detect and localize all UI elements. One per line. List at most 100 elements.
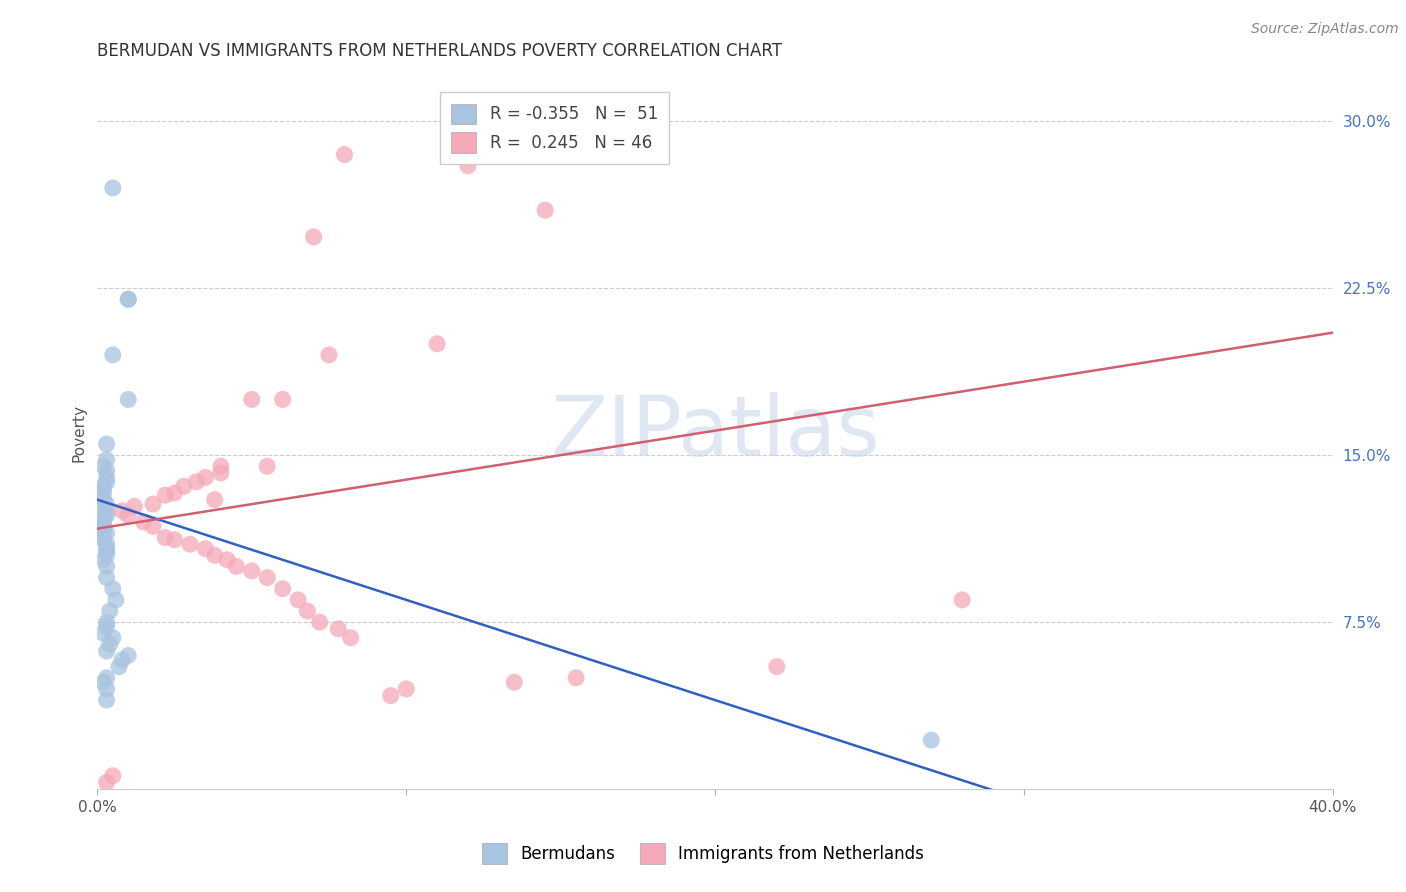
Point xyxy=(93,479,115,493)
Point xyxy=(93,533,115,547)
Point xyxy=(204,492,226,507)
Legend: Bermudans, Immigrants from Netherlands: Bermudans, Immigrants from Netherlands xyxy=(475,837,931,871)
Point xyxy=(117,292,139,306)
Point xyxy=(302,230,325,244)
Point xyxy=(328,622,350,636)
Point xyxy=(96,537,118,551)
Point xyxy=(96,571,118,585)
Point xyxy=(111,504,134,518)
Point xyxy=(93,486,115,500)
Point xyxy=(308,615,330,629)
Point xyxy=(225,559,247,574)
Point xyxy=(93,501,115,516)
Point xyxy=(96,437,118,451)
Point xyxy=(101,769,124,783)
Point xyxy=(93,482,115,496)
Point xyxy=(163,533,186,547)
Point xyxy=(117,508,139,523)
Point xyxy=(96,559,118,574)
Point xyxy=(96,497,118,511)
Point xyxy=(534,203,557,218)
Point xyxy=(96,681,118,696)
Point xyxy=(93,522,115,536)
Point xyxy=(766,659,789,673)
Point xyxy=(155,488,177,502)
Point xyxy=(96,693,118,707)
Point xyxy=(93,513,115,527)
Point xyxy=(108,659,131,673)
Point xyxy=(297,604,319,618)
Point xyxy=(318,348,340,362)
Point xyxy=(96,644,118,658)
Point xyxy=(333,147,356,161)
Point xyxy=(93,553,115,567)
Point xyxy=(98,637,121,651)
Point xyxy=(96,671,118,685)
Point xyxy=(96,452,118,467)
Point xyxy=(256,571,278,585)
Point xyxy=(240,564,263,578)
Text: BERMUDAN VS IMMIGRANTS FROM NETHERLANDS POVERTY CORRELATION CHART: BERMUDAN VS IMMIGRANTS FROM NETHERLANDS … xyxy=(97,42,782,60)
Point xyxy=(93,531,115,545)
Point xyxy=(101,631,124,645)
Point xyxy=(217,553,239,567)
Point xyxy=(96,544,118,558)
Point xyxy=(111,653,134,667)
Text: Source: ZipAtlas.com: Source: ZipAtlas.com xyxy=(1251,22,1399,37)
Point xyxy=(395,681,418,696)
Point xyxy=(96,526,118,541)
Point xyxy=(194,470,217,484)
Point xyxy=(240,392,263,407)
Point xyxy=(96,541,118,556)
Point xyxy=(950,593,973,607)
Legend: R = -0.355   N =  51, R =  0.245   N = 46: R = -0.355 N = 51, R = 0.245 N = 46 xyxy=(440,92,669,164)
Point xyxy=(142,519,165,533)
Point xyxy=(503,675,526,690)
Point xyxy=(101,348,124,362)
Point xyxy=(96,464,118,478)
Point xyxy=(256,459,278,474)
Point xyxy=(101,582,124,596)
Point xyxy=(117,292,139,306)
Point xyxy=(93,524,115,538)
Point xyxy=(93,492,115,507)
Point xyxy=(93,675,115,690)
Point xyxy=(93,459,115,474)
Point xyxy=(565,671,588,685)
Point xyxy=(209,466,232,480)
Point xyxy=(96,619,118,633)
Point xyxy=(179,537,201,551)
Point xyxy=(96,775,118,789)
Point xyxy=(287,593,309,607)
Point xyxy=(186,475,208,489)
Point xyxy=(96,508,118,523)
Point xyxy=(339,631,361,645)
Point xyxy=(117,392,139,407)
Point xyxy=(132,515,155,529)
Point xyxy=(920,733,942,747)
Point xyxy=(96,615,118,629)
Point xyxy=(209,459,232,474)
Point xyxy=(457,159,479,173)
Point xyxy=(155,531,177,545)
Point xyxy=(96,504,118,518)
Point xyxy=(194,541,217,556)
Point xyxy=(124,500,146,514)
Point xyxy=(163,486,186,500)
Text: ZIPatlas: ZIPatlas xyxy=(550,392,880,474)
Point xyxy=(93,515,115,529)
Point xyxy=(96,470,118,484)
Point xyxy=(117,648,139,663)
Point xyxy=(96,549,118,563)
Point xyxy=(96,475,118,489)
Point xyxy=(380,689,402,703)
Y-axis label: Poverty: Poverty xyxy=(72,404,86,462)
Point xyxy=(93,626,115,640)
Point xyxy=(142,497,165,511)
Point xyxy=(98,604,121,618)
Point xyxy=(271,582,294,596)
Point xyxy=(426,336,449,351)
Point xyxy=(101,181,124,195)
Point xyxy=(173,479,195,493)
Point xyxy=(204,549,226,563)
